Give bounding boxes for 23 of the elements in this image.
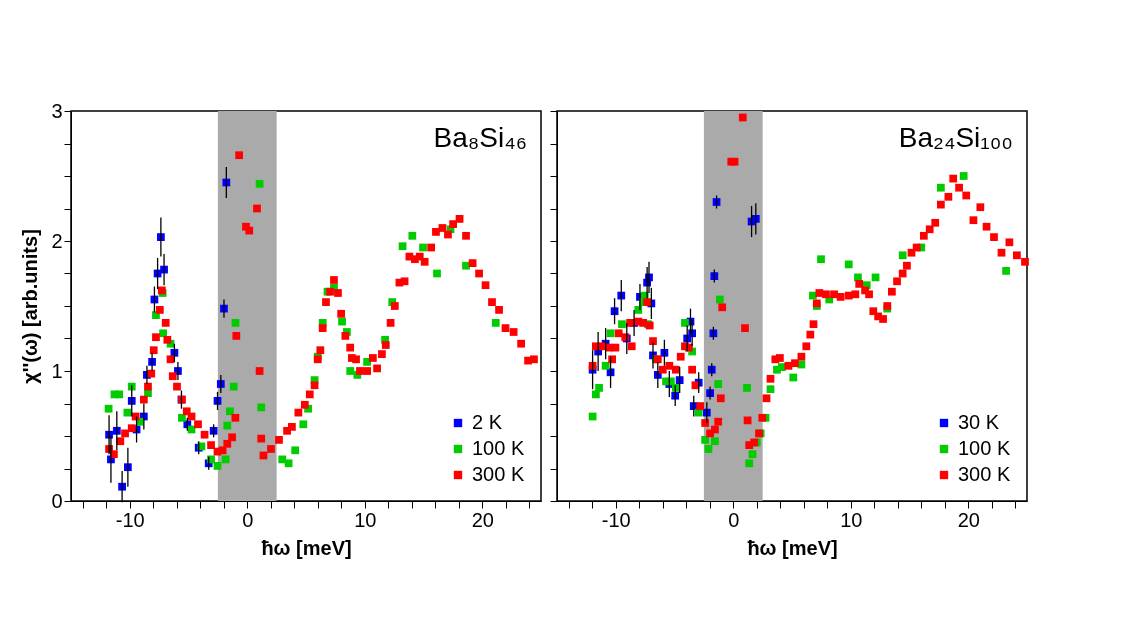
y-tick-label: 3 <box>51 99 63 122</box>
annotation: Ba₈Si₄₆ <box>433 122 527 153</box>
x-tick-label: 20 <box>471 508 494 531</box>
annotation: Ba₂₄Si₁₀₀ <box>898 122 1013 153</box>
x-tick-label: 10 <box>840 508 863 531</box>
legend-label: 2 K <box>472 411 503 433</box>
y-tick-label: 0 <box>51 489 63 512</box>
x-tick-label: -10 <box>115 508 145 531</box>
x-tick-label: 0 <box>728 508 740 531</box>
x-tick-label: -10 <box>601 508 631 531</box>
legend-label: 30 K <box>958 411 1000 433</box>
legend-label: 300 K <box>958 463 1011 485</box>
y-tick-label: 2 <box>51 229 63 252</box>
legend-label: 300 K <box>472 463 525 485</box>
x-tick-label: 0 <box>242 508 254 531</box>
y-tick-label: 1 <box>51 359 63 382</box>
legend-label: 100 K <box>472 437 525 459</box>
x-tick-label: 20 <box>957 508 980 531</box>
x-axis-title: ħω [meV] <box>261 536 352 559</box>
x-tick-label: 10 <box>354 508 377 531</box>
legend-label: 100 K <box>958 437 1011 459</box>
x-axis-title: ħω [meV] <box>747 536 838 559</box>
y-axis-title: χ''(ω) [arb.units] <box>19 229 42 384</box>
